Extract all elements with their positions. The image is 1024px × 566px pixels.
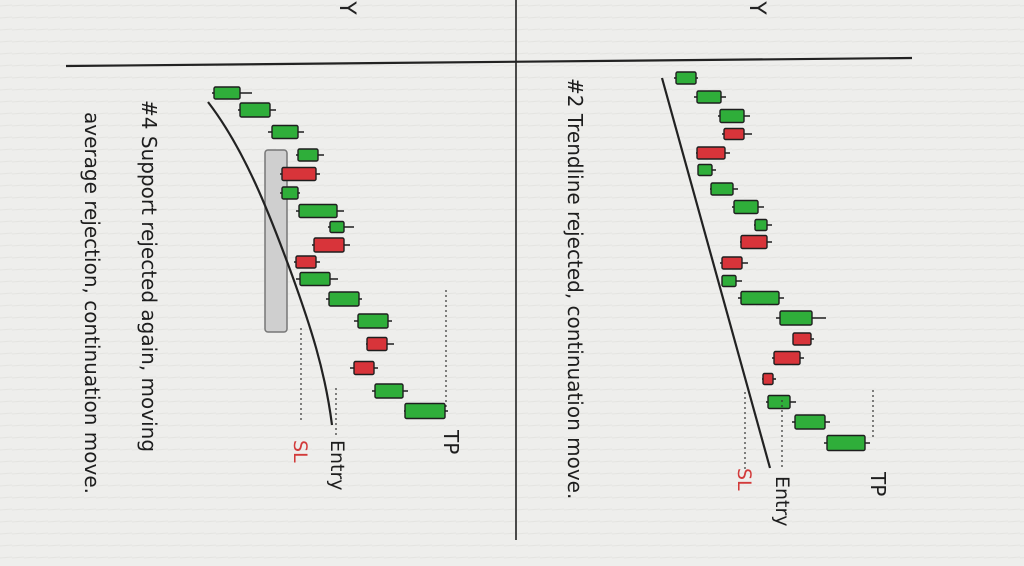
- candles-left: [212, 86, 448, 420]
- top-divider-line: [65, 56, 913, 68]
- caption-line-1: #2 Trendline rejected, continuation move…: [563, 78, 587, 499]
- candle-bullish: [710, 182, 734, 196]
- candle-bearish: [773, 350, 801, 366]
- candle-bullish: [675, 71, 697, 85]
- candle-bearish: [696, 146, 726, 160]
- trendline: [660, 77, 772, 469]
- tp-label: TP: [439, 429, 463, 454]
- candle-bullish: [733, 199, 759, 215]
- candle-bullish: [404, 402, 446, 420]
- sl-label: SL: [733, 468, 755, 491]
- entry-label: Entry: [771, 476, 793, 527]
- tp-label: TP: [866, 471, 890, 496]
- candle-bullish: [239, 102, 271, 118]
- candle-bullish: [767, 394, 791, 410]
- candle-bullish: [719, 108, 745, 124]
- candle-bearish: [740, 234, 768, 250]
- candle-bullish: [754, 218, 768, 232]
- candle-bullish: [328, 291, 360, 307]
- candle-bullish: [298, 203, 338, 219]
- candle-bearish: [295, 255, 317, 269]
- candle-bullish: [794, 414, 826, 430]
- candle-bullish: [213, 86, 241, 100]
- candle-bearish: [366, 336, 388, 352]
- caption-line-1: #4 Support rejected again, moving: [137, 100, 161, 452]
- moving-average-line: [207, 101, 334, 426]
- entry-label: Entry: [326, 440, 348, 491]
- candle-bullish: [721, 274, 737, 288]
- candle-bullish: [357, 313, 389, 329]
- candle-bullish: [696, 90, 722, 104]
- candle-bearish: [281, 166, 317, 182]
- candle-bullish: [281, 186, 299, 200]
- candles-right: [674, 71, 870, 452]
- caption-line-2: average rejection, continuation move.: [80, 112, 104, 494]
- candle-bullish: [299, 271, 331, 287]
- candle-bearish: [313, 237, 345, 253]
- sl-label: SL: [289, 440, 311, 463]
- candle-bearish: [353, 360, 375, 376]
- corner-glyph-right: Y: [744, 0, 769, 15]
- candle-bullish: [779, 310, 813, 326]
- corner-glyph-left: Y: [334, 0, 359, 15]
- candle-bearish: [723, 127, 745, 141]
- panel-support-ma: TP Entry SL #4 Support rejected again, m…: [80, 86, 463, 494]
- candle-bullish: [740, 290, 780, 306]
- candle-bullish: [271, 124, 299, 140]
- candle-bearish: [721, 256, 743, 270]
- candle-bullish: [826, 434, 866, 452]
- candle-bullish: [697, 163, 713, 177]
- candle-bullish: [374, 383, 404, 399]
- candle-bullish: [297, 148, 319, 162]
- panel-trendline: TP Entry SL #2 Trendline rejected, conti…: [563, 71, 890, 527]
- candle-bearish: [762, 372, 774, 386]
- candle-bullish: [329, 220, 345, 234]
- candle-bearish: [792, 332, 812, 346]
